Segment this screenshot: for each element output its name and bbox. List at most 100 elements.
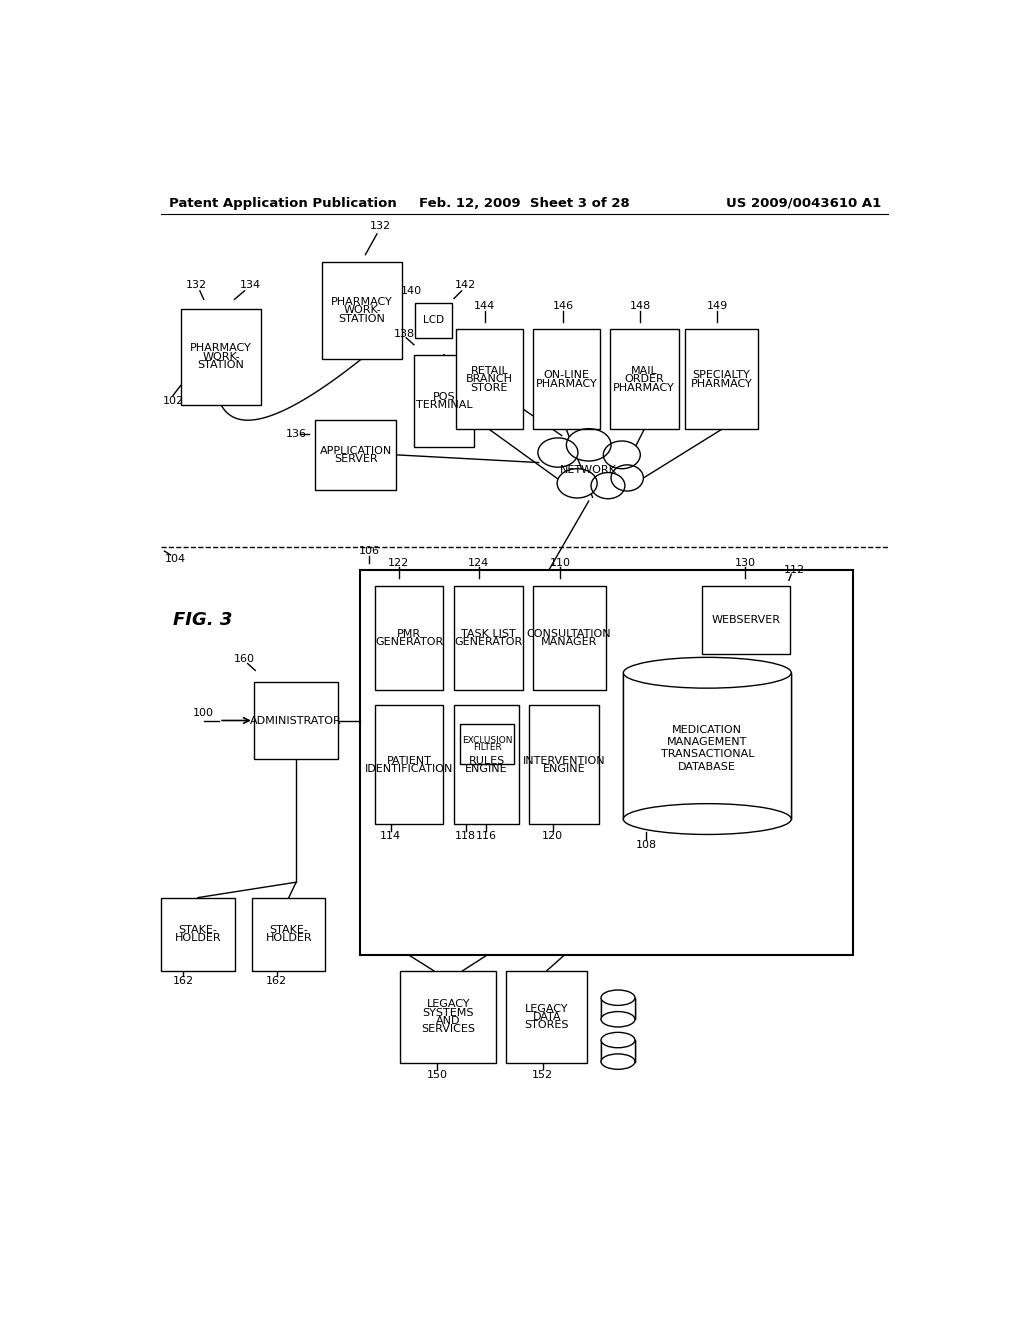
Text: STAKE-: STAKE-: [178, 925, 217, 935]
Text: MAIL: MAIL: [631, 366, 657, 376]
Text: TRANSACTIONAL: TRANSACTIONAL: [660, 750, 754, 759]
Bar: [454, 586, 523, 689]
Text: Feb. 12, 2009  Sheet 3 of 28: Feb. 12, 2009 Sheet 3 of 28: [420, 197, 630, 210]
Text: 120: 120: [542, 832, 563, 841]
Text: 124: 124: [468, 557, 489, 568]
Text: 108: 108: [636, 841, 657, 850]
Text: ENGINE: ENGINE: [543, 764, 586, 774]
Text: LEGACY: LEGACY: [426, 999, 470, 1010]
Ellipse shape: [624, 804, 792, 834]
Text: US 2009/0043610 A1: US 2009/0043610 A1: [726, 197, 882, 210]
Text: 148: 148: [630, 301, 651, 312]
Bar: [456, 330, 523, 429]
Text: GENERATOR: GENERATOR: [375, 636, 443, 647]
Bar: [252, 898, 326, 970]
Bar: [609, 330, 679, 429]
Text: NETWORK: NETWORK: [560, 465, 617, 475]
Text: 150: 150: [427, 1069, 447, 1080]
Text: 162: 162: [172, 975, 194, 986]
Bar: [376, 705, 443, 825]
Bar: [416, 304, 453, 338]
Text: IDENTIFICATION: IDENTIFICATION: [366, 764, 454, 774]
Text: 106: 106: [358, 546, 380, 556]
Text: 112: 112: [783, 565, 805, 576]
Text: SYSTEMS: SYSTEMS: [423, 1007, 474, 1018]
Text: MANAGER: MANAGER: [541, 636, 597, 647]
Text: MEDICATION: MEDICATION: [673, 725, 742, 735]
Text: BRANCH: BRANCH: [466, 375, 513, 384]
Text: 152: 152: [531, 1069, 553, 1080]
Text: PHARMACY: PHARMACY: [331, 297, 393, 308]
Text: STATION: STATION: [339, 314, 385, 323]
Text: PMR: PMR: [397, 628, 421, 639]
Text: STAKE-: STAKE-: [269, 925, 308, 935]
Ellipse shape: [566, 429, 611, 461]
Text: SPECIALTY: SPECIALTY: [692, 370, 751, 380]
Bar: [624, 673, 792, 818]
Text: PHARMACY: PHARMACY: [613, 383, 675, 393]
Text: AND: AND: [436, 1016, 461, 1026]
Ellipse shape: [601, 1053, 635, 1069]
Text: APPLICATION: APPLICATION: [319, 446, 392, 455]
Ellipse shape: [601, 1011, 635, 1027]
Text: STATION: STATION: [198, 360, 245, 370]
Text: 102: 102: [163, 396, 183, 407]
Text: 100: 100: [194, 708, 214, 718]
Bar: [532, 330, 600, 429]
Ellipse shape: [591, 473, 625, 499]
Text: STORE: STORE: [471, 383, 508, 393]
Text: GENERATOR: GENERATOR: [455, 636, 522, 647]
Bar: [532, 586, 605, 689]
Bar: [529, 705, 599, 825]
Text: WORK-: WORK-: [343, 305, 381, 315]
Bar: [376, 586, 443, 689]
Text: MANAGEMENT: MANAGEMENT: [667, 737, 748, 747]
Text: 144: 144: [474, 301, 496, 312]
Text: PHARMACY: PHARMACY: [690, 379, 753, 388]
Text: ON-LINE: ON-LINE: [544, 370, 590, 380]
Text: DATA: DATA: [532, 1012, 561, 1022]
Bar: [254, 682, 339, 759]
Text: WORK-: WORK-: [202, 351, 240, 362]
Text: 146: 146: [553, 301, 573, 312]
Bar: [601, 1040, 635, 1061]
Text: 132: 132: [371, 222, 391, 231]
Text: 104: 104: [165, 554, 185, 564]
Text: PATIENT: PATIENT: [387, 755, 432, 766]
Text: ENGINE: ENGINE: [465, 764, 508, 774]
Bar: [315, 420, 396, 490]
Bar: [460, 725, 514, 764]
Ellipse shape: [624, 657, 792, 688]
Text: ADMINISTRATOR: ADMINISTRATOR: [250, 715, 342, 726]
Ellipse shape: [611, 465, 643, 491]
Text: EXCLUSION: EXCLUSION: [462, 737, 512, 746]
Text: POS: POS: [432, 392, 456, 401]
Text: FILTER: FILTER: [473, 743, 502, 752]
Text: 132: 132: [185, 280, 207, 290]
Text: 149: 149: [707, 301, 728, 312]
Bar: [685, 330, 758, 429]
Text: 114: 114: [380, 832, 401, 841]
Bar: [601, 998, 635, 1019]
Bar: [414, 355, 474, 447]
Text: 140: 140: [401, 286, 422, 296]
Text: 122: 122: [388, 557, 410, 568]
Text: LCD: LCD: [423, 315, 444, 326]
Bar: [322, 263, 402, 359]
Bar: [162, 898, 234, 970]
Text: SERVER: SERVER: [334, 454, 378, 465]
Ellipse shape: [557, 469, 597, 498]
Text: PHARMACY: PHARMACY: [536, 379, 597, 388]
Text: 110: 110: [550, 557, 570, 568]
Text: FIG. 3: FIG. 3: [173, 611, 232, 630]
Text: ORDER: ORDER: [625, 375, 664, 384]
Text: INTERVENTION: INTERVENTION: [523, 755, 605, 766]
Bar: [701, 586, 791, 653]
Ellipse shape: [603, 441, 640, 469]
Bar: [400, 970, 497, 1063]
Text: WEBSERVER: WEBSERVER: [712, 615, 780, 624]
Text: RULES: RULES: [469, 755, 505, 766]
Ellipse shape: [601, 990, 635, 1006]
Text: HOLDER: HOLDER: [175, 933, 221, 944]
Text: CONSULTATION: CONSULTATION: [526, 628, 611, 639]
